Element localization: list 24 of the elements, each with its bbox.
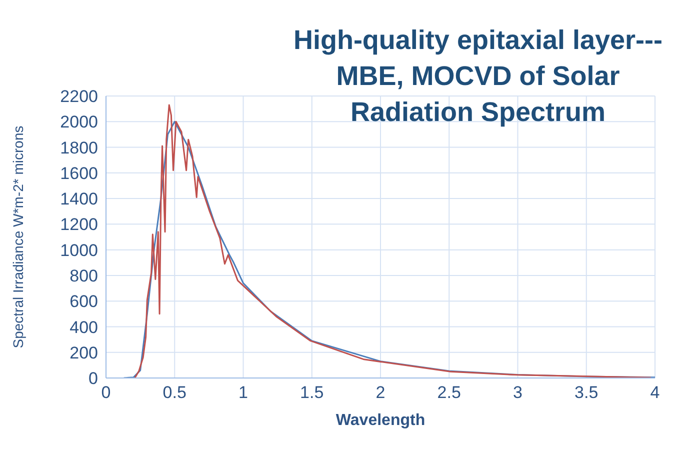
y-tick-label: 1000 (60, 240, 98, 260)
x-tick-label: 1.5 (300, 383, 324, 402)
x-tick-label: 1 (238, 383, 248, 402)
y-tick-label: 400 (70, 318, 98, 337)
y-tick-label: 1200 (60, 215, 98, 234)
y-tick-label: 600 (70, 292, 98, 312)
y-tick-label: 200 (70, 343, 98, 362)
x-axis-title: Wavelength (336, 412, 426, 429)
x-tick-label: 4 (650, 383, 660, 402)
y-tick-label: 0 (88, 369, 98, 388)
y-tick-label: 1400 (60, 190, 98, 209)
y-tick-label: 800 (70, 266, 98, 286)
y-tick-label: 2000 (60, 112, 98, 132)
y-tick-label: 1800 (60, 138, 98, 158)
x-tick-label: 0.5 (162, 383, 186, 402)
y-axis-title: Spectral Irradiance W*m-2* microns (10, 126, 26, 348)
x-tick-label: 3.5 (574, 383, 598, 402)
x-tick-label: 0 (101, 383, 111, 402)
x-tick-label: 2.5 (437, 383, 461, 402)
y-tick-label: 1600 (60, 164, 98, 183)
y-tick-label: 2200 (60, 87, 98, 106)
chart-title: High-quality epitaxial layer---MBE, MOCVD of Solar Radiation Spectrum (292, 24, 664, 129)
x-tick-label: 3 (513, 383, 522, 402)
x-tick-label: 2 (376, 383, 386, 402)
